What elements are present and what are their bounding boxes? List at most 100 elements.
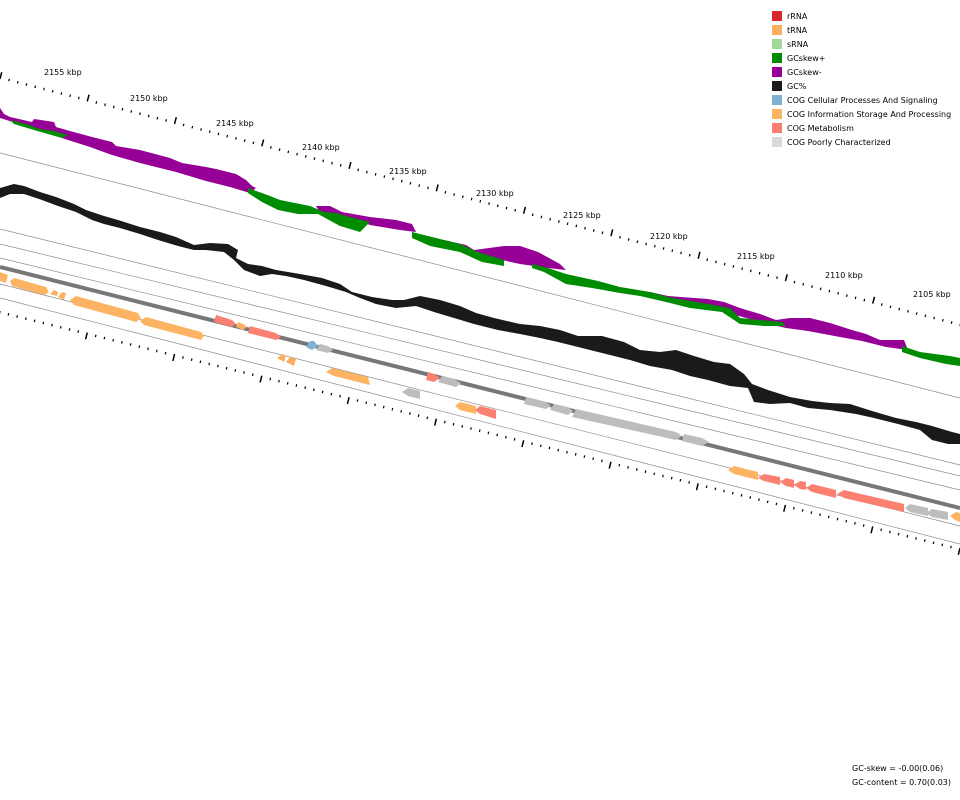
legend-swatch: [772, 67, 782, 77]
ruler-tick-minor: [156, 116, 159, 120]
ruler-tick-minor: [191, 125, 194, 129]
ruler-tick-major: [0, 72, 3, 80]
inner-tick-major: [433, 418, 438, 426]
ruler-label-2105: 2105 kbp: [913, 290, 951, 299]
ruler-tick-major: [173, 116, 178, 125]
inner-tick-minor: [121, 341, 123, 344]
ruler-tick-minor: [25, 83, 28, 86]
ruler-label-2135: 2135 kbp: [389, 167, 427, 176]
ruler-tick-minor: [252, 141, 255, 145]
feature-cog-poor: [524, 397, 551, 409]
inner-tick-minor: [461, 425, 464, 428]
inner-tick-minor: [889, 530, 891, 534]
ruler-tick-minor: [575, 224, 578, 228]
ruler-tick-minor: [322, 159, 325, 163]
inner-tick-minor: [766, 500, 769, 504]
ruler-tick-minor: [409, 181, 412, 185]
inner-tick-minor: [339, 394, 341, 398]
legend-swatch: [772, 11, 782, 21]
inner-tick-minor: [269, 377, 272, 381]
legend-label: COG Metabolism: [787, 123, 854, 133]
ruler-tick-minor: [488, 202, 490, 205]
inner-tick-major: [521, 440, 525, 448]
inner-tick-minor: [923, 539, 926, 542]
inner-tick-minor: [51, 323, 53, 327]
inner-tick-minor: [42, 321, 45, 325]
legend-swatch: [772, 81, 782, 91]
ruler-tick-minor: [235, 137, 237, 140]
feature-cog-poor: [905, 504, 928, 516]
feature-trna: [58, 292, 66, 300]
inner-tick-minor: [496, 433, 499, 437]
inner-tick-minor: [627, 465, 629, 469]
guide-line-4: [0, 257, 960, 491]
ruler-tick-minor: [392, 177, 394, 181]
ruler-tick-minor: [278, 148, 281, 152]
inner-tick-minor: [505, 435, 507, 439]
ruler-tick-minor: [540, 215, 543, 219]
feature-cog-meta: [248, 326, 281, 340]
ruler-tick-minor: [933, 316, 936, 320]
feature-cog-cellular: [306, 341, 318, 350]
ruler-tick-major: [872, 296, 876, 304]
ruler-tick-minor: [715, 260, 717, 264]
ruler-tick-minor: [479, 199, 482, 203]
ruler-tick-minor: [357, 168, 360, 172]
inner-tick-minor: [25, 317, 27, 321]
gc-skew-minus-track-2: [316, 206, 416, 232]
inner-tick-minor: [662, 474, 664, 478]
ruler-tick-minor: [339, 164, 342, 167]
ruler-tick-minor: [854, 296, 857, 300]
inner-tick-major: [783, 504, 787, 512]
inner-tick-minor: [426, 416, 429, 420]
ruler-tick-minor: [662, 247, 665, 250]
feature-cog-poor: [316, 344, 333, 353]
feature-cog-poor: [572, 409, 682, 440]
inner-tick-minor: [304, 386, 307, 389]
feature-cog-info: [140, 317, 204, 340]
feature-cog-poor: [438, 376, 461, 387]
ruler-ticks: [0, 72, 960, 326]
feature-cog-info: [950, 512, 960, 522]
feature-cog-info: [10, 278, 49, 295]
ruler-tick-minor: [941, 318, 944, 322]
legend-item-trna: tRNA: [772, 23, 958, 37]
legend-item-srna: sRNA: [772, 37, 958, 51]
legend-swatch: [772, 109, 782, 119]
inner-tick-minor: [915, 537, 917, 540]
inner-tick-minor: [819, 513, 821, 517]
legend-swatch: [772, 53, 782, 63]
inner-tick-minor: [374, 403, 376, 407]
inner-tick-minor: [68, 328, 71, 331]
ruler-tick-minor: [453, 193, 456, 196]
inner-tick-minor: [59, 325, 62, 329]
ruler-tick-minor: [112, 105, 115, 109]
inner-tick-minor: [7, 313, 10, 316]
inner-tick-minor: [653, 472, 656, 476]
inner-tick-minor: [635, 468, 638, 471]
feature-cog-meta: [214, 315, 236, 327]
ruler-tick-minor: [741, 267, 744, 271]
ruler-tick-minor: [845, 294, 848, 297]
gc-skew-plus-track-2: [248, 188, 370, 232]
gc-skew-plus-track-5: [902, 346, 960, 366]
inner-tick-minor: [77, 330, 80, 333]
inner-tick-minor: [391, 407, 394, 411]
feature-cog-info: [728, 466, 758, 480]
gc-skew-minus-track-3: [444, 240, 566, 270]
ruler-tick-minor: [34, 85, 37, 89]
ruler-tick-minor: [95, 101, 98, 104]
ruler-tick-minor: [287, 150, 290, 154]
ruler-label-2120: 2120 kbp: [650, 232, 688, 241]
inner-tick-minor: [836, 517, 839, 521]
inner-tick-minor: [670, 476, 673, 480]
inner-tick-major: [259, 375, 263, 383]
ruler-tick-minor: [557, 220, 560, 223]
legend-item-gc-percent: GC%: [772, 79, 958, 93]
inner-tick-minor: [574, 453, 577, 456]
ruler-tick-minor: [147, 114, 150, 118]
ruler-tick-minor: [217, 132, 220, 136]
inner-tick-minor: [688, 481, 691, 484]
ruler-tick-minor: [811, 285, 813, 288]
inner-tick-minor: [618, 463, 621, 467]
